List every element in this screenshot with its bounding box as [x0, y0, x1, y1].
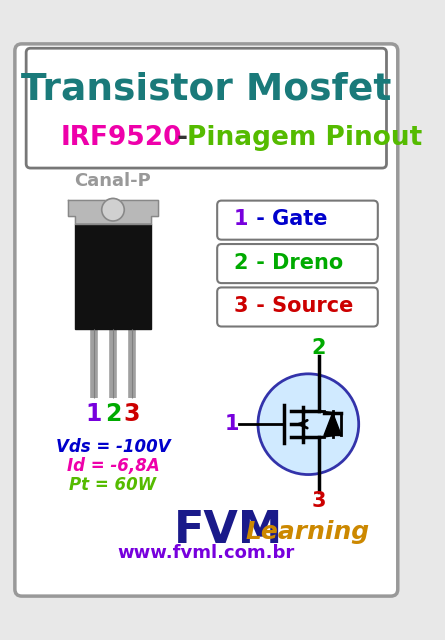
Text: Pinagem Pinout: Pinagem Pinout: [187, 125, 422, 150]
Text: Vds = -100V: Vds = -100V: [56, 438, 170, 456]
Text: 1: 1: [86, 402, 102, 426]
FancyBboxPatch shape: [217, 200, 378, 240]
Text: 3: 3: [124, 402, 140, 426]
Text: 2: 2: [105, 402, 121, 426]
Text: www.fvml.com.br: www.fvml.com.br: [117, 544, 295, 562]
Text: IRF9520: IRF9520: [61, 125, 182, 150]
Text: -: -: [168, 125, 197, 150]
Text: 1: 1: [233, 209, 248, 229]
FancyBboxPatch shape: [217, 287, 378, 326]
Text: Transistor Mosfet: Transistor Mosfet: [21, 72, 391, 108]
Text: 3: 3: [312, 491, 326, 511]
Text: 2: 2: [312, 338, 326, 358]
Polygon shape: [324, 413, 341, 435]
Circle shape: [102, 198, 124, 221]
Text: Learning: Learning: [246, 520, 370, 544]
Text: 1: 1: [225, 414, 239, 434]
Text: - Dreno: - Dreno: [249, 253, 344, 273]
Text: - Source: - Source: [249, 296, 354, 316]
Text: FVM: FVM: [174, 509, 283, 552]
Polygon shape: [68, 200, 158, 225]
FancyBboxPatch shape: [217, 244, 378, 283]
Text: Id = -6,8A: Id = -6,8A: [67, 457, 159, 475]
Ellipse shape: [258, 374, 359, 474]
FancyBboxPatch shape: [15, 44, 398, 596]
Bar: [75, 225, 151, 329]
Text: Canal-P: Canal-P: [75, 172, 151, 190]
Text: Pt = 60W: Pt = 60W: [69, 476, 157, 494]
Text: 3: 3: [233, 296, 248, 316]
FancyBboxPatch shape: [26, 48, 387, 168]
Text: - Gate: - Gate: [249, 209, 328, 229]
Text: 2: 2: [233, 253, 248, 273]
